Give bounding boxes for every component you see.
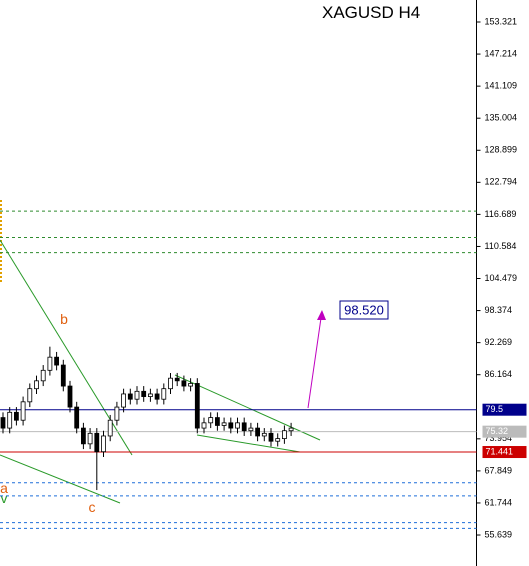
candle-body <box>7 411 13 429</box>
y-tick-label: 116.689 <box>485 209 517 219</box>
candle-body <box>275 438 281 442</box>
candle-body <box>268 432 274 442</box>
trendline <box>0 454 121 504</box>
y-tick-label: 128.899 <box>485 145 518 155</box>
candle-body <box>147 393 153 397</box>
wave-label: b <box>60 311 68 327</box>
wave-label: v <box>1 490 8 506</box>
candle-body <box>94 432 100 453</box>
level-label: 71.441 <box>486 446 514 456</box>
candle-body <box>228 422 234 429</box>
level-label: 79.5 <box>486 404 504 414</box>
y-tick-label: 153.321 <box>485 16 518 26</box>
candle-body <box>114 406 120 421</box>
candle-body <box>194 383 200 429</box>
candle-body <box>235 422 240 429</box>
y-tick-label: 86.164 <box>485 369 513 379</box>
arrow-head <box>317 310 326 320</box>
candle-body <box>107 419 113 437</box>
candle-body <box>141 390 147 397</box>
candle-body <box>134 390 140 400</box>
candle-body <box>154 393 160 400</box>
candle-body <box>181 380 187 387</box>
y-tick-label: 55.639 <box>485 529 513 539</box>
candle-body <box>40 369 46 382</box>
y-tick-label: 110.584 <box>485 241 517 251</box>
candle-body <box>241 422 247 432</box>
level-label: 75.32 <box>486 426 509 436</box>
y-tick-label: 141.109 <box>485 81 518 91</box>
y-tick-label: 73.954 <box>485 433 513 443</box>
chart-title: XAGUSD H4 <box>322 3 420 22</box>
candle-body <box>87 432 93 445</box>
candle-body <box>60 364 66 387</box>
candle-body <box>81 427 86 445</box>
candle-body <box>255 427 261 437</box>
y-tick-label: 122.794 <box>485 177 518 187</box>
level-tag <box>482 403 527 416</box>
candle-body <box>47 356 53 371</box>
candle-body <box>54 356 59 366</box>
candle-body <box>27 388 33 403</box>
candle-body <box>20 401 26 421</box>
candle-body <box>13 411 19 421</box>
candle-body <box>288 427 294 432</box>
trendline <box>196 434 301 453</box>
candle-body <box>221 422 227 426</box>
candle-body <box>208 417 214 424</box>
candle-body <box>34 380 39 390</box>
candle-body <box>0 417 6 429</box>
y-tick-label: 92.269 <box>485 337 513 347</box>
candle-body <box>261 432 267 437</box>
level-tag <box>482 446 527 459</box>
y-tick-label: 67.849 <box>485 465 513 475</box>
candle-body <box>214 417 220 426</box>
wave-label: c <box>89 499 96 515</box>
y-tick-label: 147.214 <box>485 48 518 58</box>
candle-body <box>101 435 106 453</box>
candle-body <box>174 377 180 382</box>
candle-body <box>67 385 73 408</box>
candle-body <box>161 388 167 400</box>
target-label: 98.520 <box>344 302 384 317</box>
candle-body <box>121 393 126 408</box>
y-tick-label: 98.374 <box>485 305 513 315</box>
level-tag <box>482 425 527 438</box>
candle-body <box>168 377 173 390</box>
candle-body <box>127 393 133 400</box>
y-tick-label: 104.479 <box>485 273 518 283</box>
candle-body <box>281 430 287 439</box>
candle-body <box>74 406 80 429</box>
wave-label: a <box>0 480 8 496</box>
candle-body <box>188 383 194 387</box>
arrow <box>307 317 322 409</box>
target-box <box>339 300 389 320</box>
y-tick-label: 61.744 <box>485 497 513 507</box>
candle-body <box>201 422 207 429</box>
y-tick-label: 135.004 <box>485 113 518 123</box>
candle-body <box>248 427 254 432</box>
